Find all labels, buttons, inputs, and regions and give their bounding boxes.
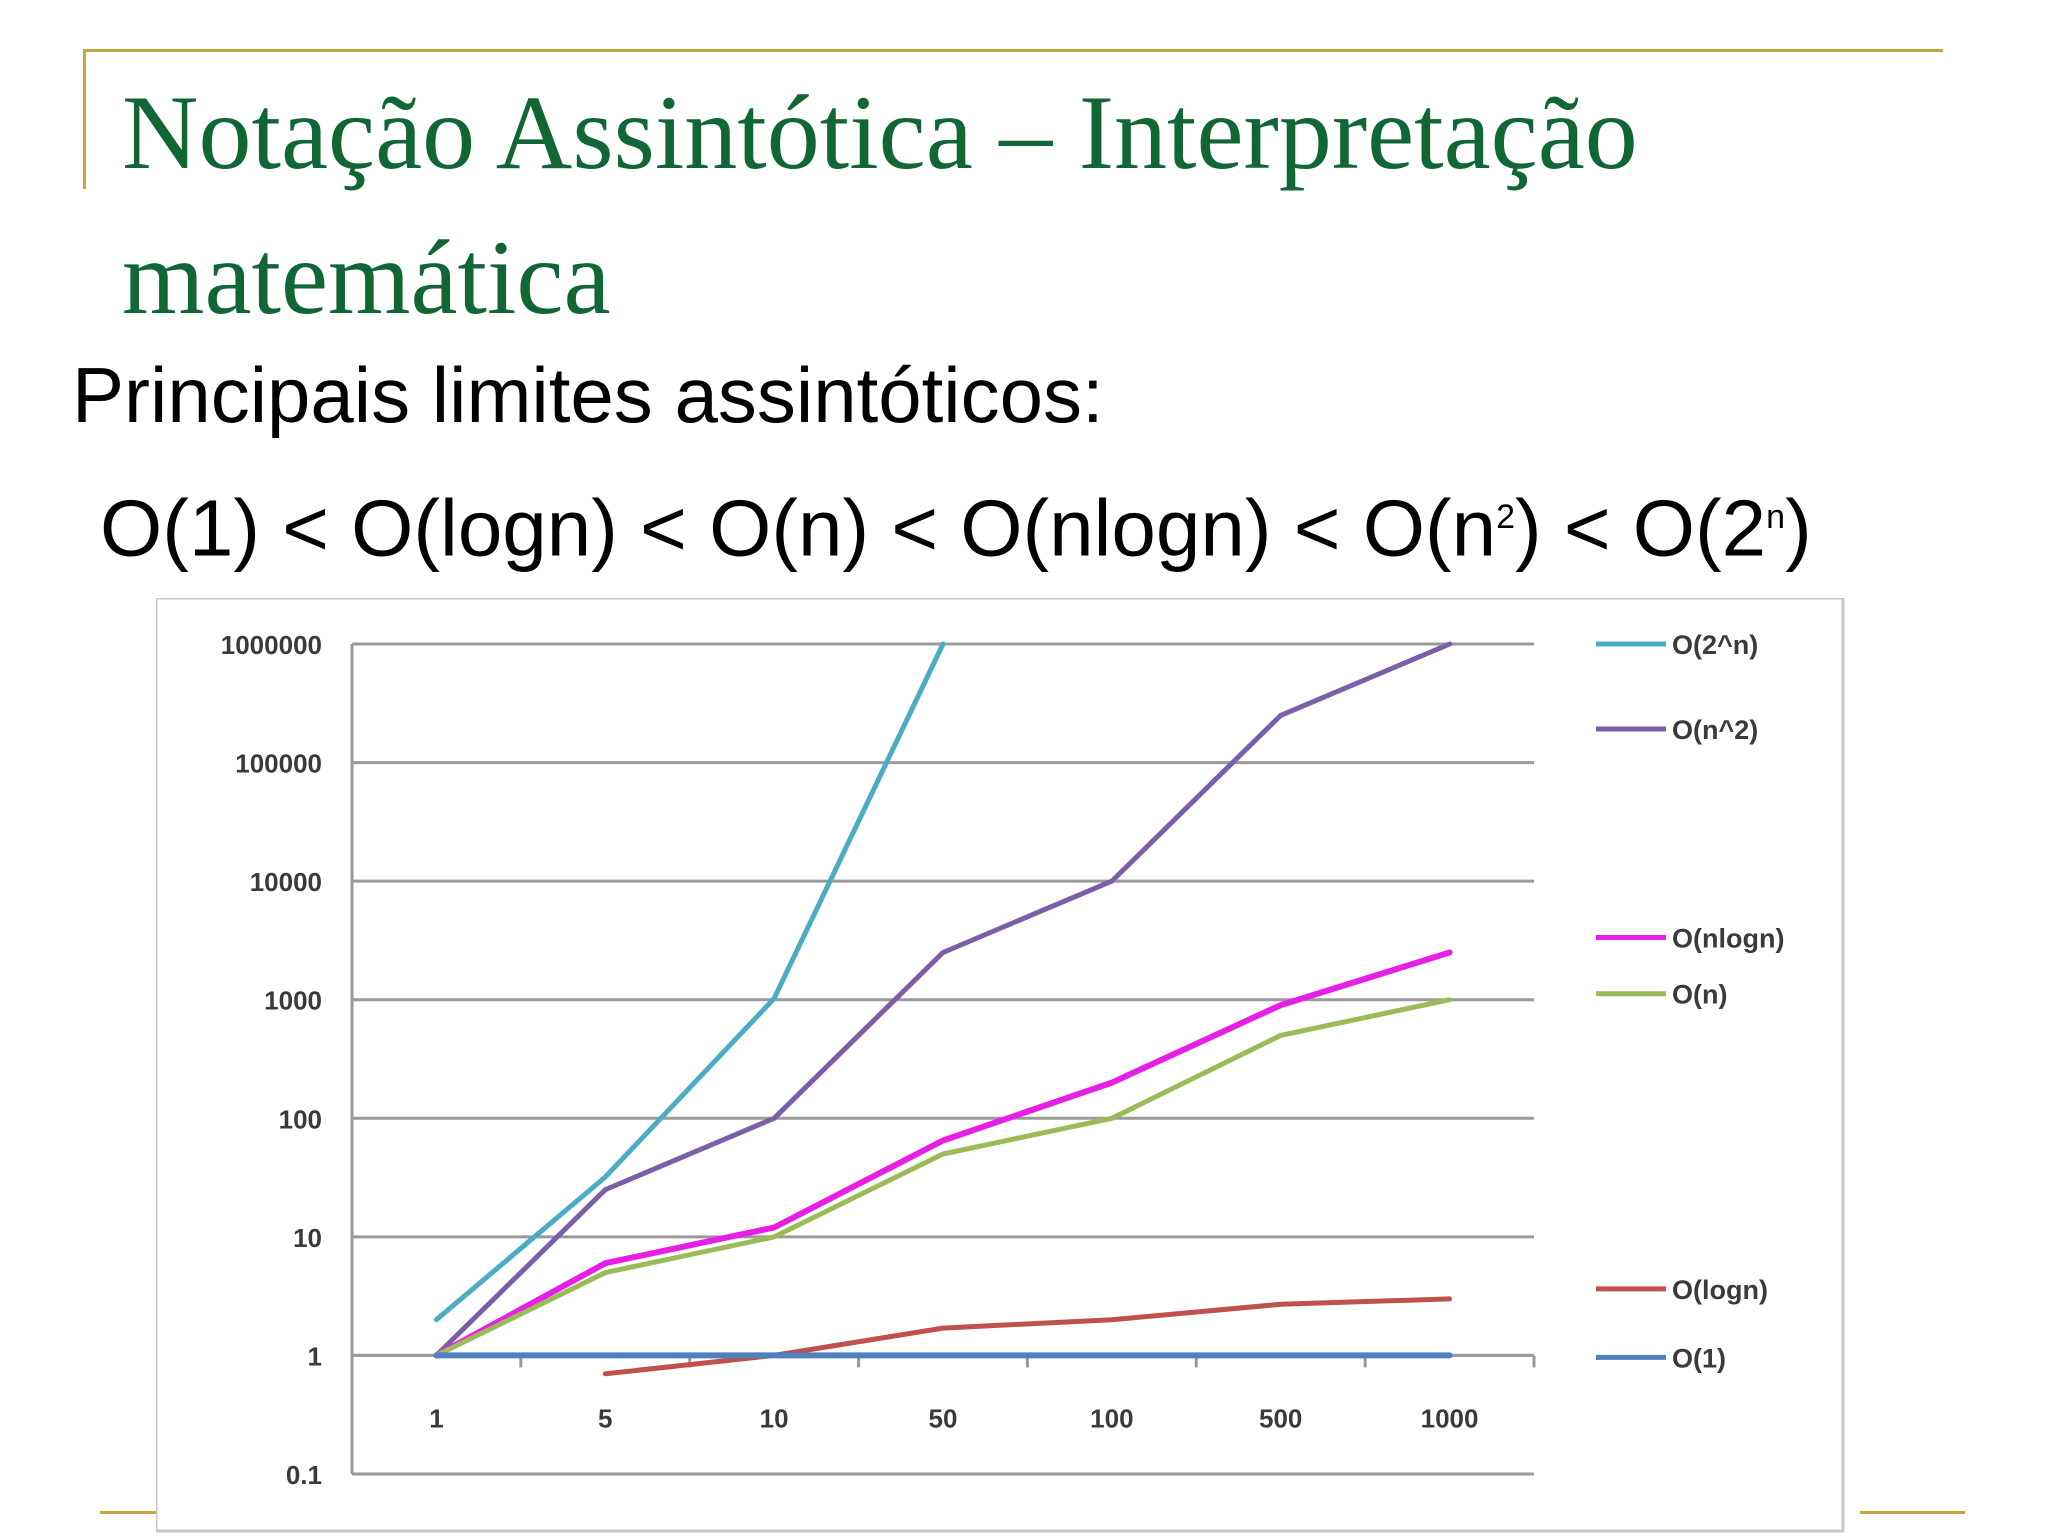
ordering-text: O(1) < O(logn) < O(n) < O(nlogn) < O(n <box>100 483 1497 573</box>
complexity-chart: 0.1 1 10 100 1000 10000 100000 1000000 1 5 10 50 100… <box>156 598 1846 1533</box>
y-tick-label: 1000000 <box>221 630 322 660</box>
slide-title: Notação Assintótica – Interpretação mate… <box>122 74 1638 336</box>
x-tick-label: 10 <box>760 1403 789 1433</box>
chart-svg: 0.1 1 10 100 1000 10000 100000 1000000 1 5 10 50 100… <box>156 598 1845 1533</box>
slide-subtitle: Principais limites assintóticos: <box>72 351 1104 439</box>
legend-label: O(nlogn) <box>1672 924 1784 954</box>
y-tick-label: 1 <box>308 1341 322 1371</box>
x-tick-label: 5 <box>598 1403 612 1433</box>
ordering-text: ) < O(2 <box>1514 483 1767 573</box>
ordering-superscript: 2 <box>1496 498 1515 536</box>
legend-label: O(logn) <box>1672 1275 1768 1305</box>
series-line <box>433 997 1453 1358</box>
ordering-text: ) <box>1785 483 1812 573</box>
y-tick-label: 100000 <box>235 749 322 779</box>
legend-label: O(2^n) <box>1672 630 1758 660</box>
x-tick-label: 500 <box>1259 1403 1302 1433</box>
series-line <box>602 1296 1453 1377</box>
series-line <box>433 641 946 1323</box>
left-rule <box>83 49 86 189</box>
top-rule <box>83 49 1943 52</box>
ordering-superscript: n <box>1766 498 1786 536</box>
legend-label: O(1) <box>1672 1343 1726 1373</box>
x-tick-label: 1000 <box>1421 1403 1479 1433</box>
bottom-rule-left <box>100 1511 160 1514</box>
x-tick-label: 50 <box>929 1403 958 1433</box>
y-tick-label: 10000 <box>250 867 322 897</box>
x-tick-label: 1 <box>429 1403 443 1433</box>
x-tick-label: 100 <box>1090 1403 1133 1433</box>
legend-label: O(n^2) <box>1672 715 1758 745</box>
y-tick-label: 100 <box>279 1104 322 1134</box>
chart-frame <box>156 598 1845 1533</box>
series-line <box>433 949 1453 1359</box>
y-tick-label: 0.1 <box>286 1460 322 1490</box>
legend-label: O(n) <box>1672 980 1727 1010</box>
y-tick-label: 10 <box>293 1223 322 1253</box>
series-line <box>433 641 1453 1358</box>
y-tick-label: 1000 <box>264 986 322 1016</box>
bottom-rule-right <box>1860 1511 1965 1514</box>
complexity-ordering: O(1) < O(logn) < O(n) < O(nlogn) < O(n2)… <box>100 470 1960 576</box>
